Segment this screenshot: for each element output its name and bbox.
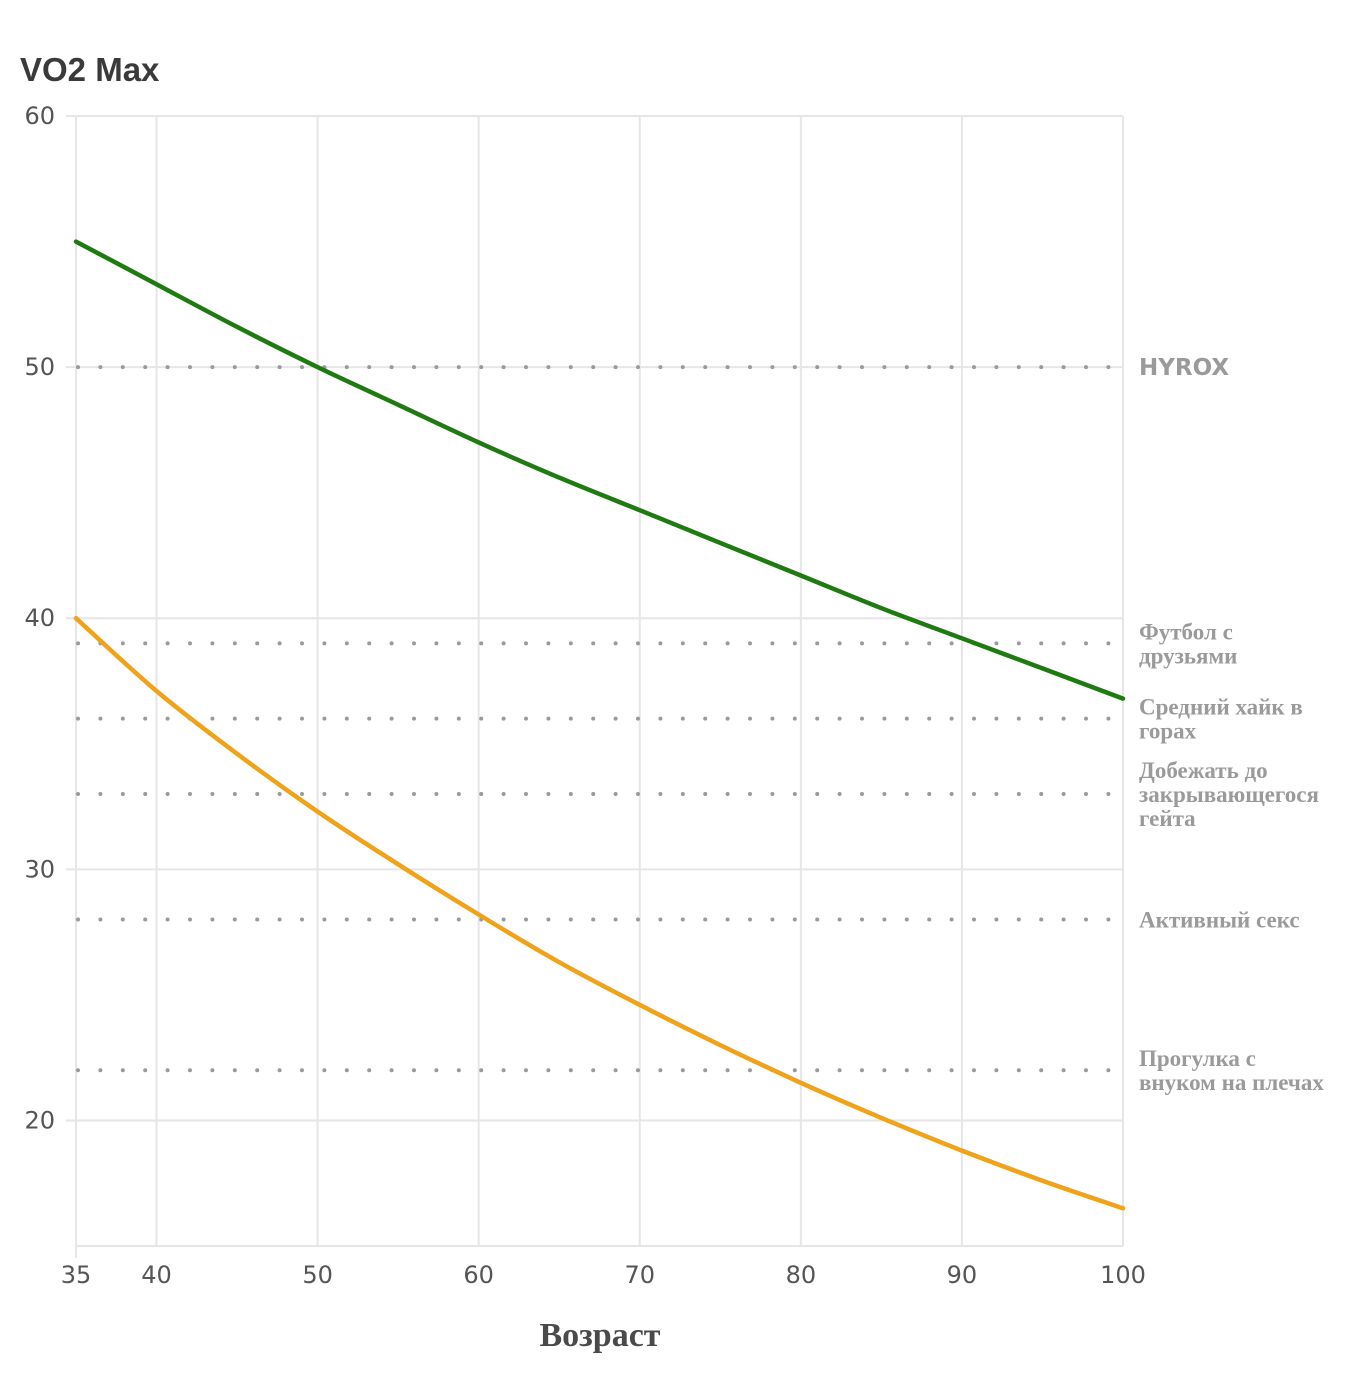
series-line-low [73, 615, 1126, 1211]
reference-label-line: закрывающегося [1139, 782, 1319, 807]
reference-label-line: HYROX [1139, 355, 1229, 381]
x-tick-label: 50 [302, 1261, 333, 1289]
x-tick-label: 35 [61, 1261, 92, 1289]
reference-label-line: Прогулка с [1139, 1046, 1256, 1071]
reference-label-2: Средний хайк в горах [1139, 695, 1303, 744]
series-lines [73, 239, 1126, 1211]
reference-label-line: Активный секс [1139, 908, 1300, 933]
reference-label-line: Футбол с [1139, 619, 1233, 644]
x-axis-label: Возраст [539, 1317, 660, 1354]
grid [66, 115, 1124, 1258]
reference-label-4: Активный секс [1139, 908, 1300, 933]
reference-label-3: Добежать до закрывающегося гейта [1139, 758, 1319, 831]
y-tick-label: 50 [24, 353, 55, 381]
reference-label-line: внуком на плечах [1139, 1070, 1324, 1095]
x-tick-label: 80 [786, 1261, 817, 1289]
reference-label-line: Средний хайк в [1139, 695, 1303, 720]
reference-label-5: Прогулка с внуком на плечах [1139, 1046, 1324, 1095]
reference-label-line: горах [1139, 719, 1197, 744]
x-tick-label: 100 [1100, 1261, 1146, 1289]
reference-lines: HYROX Футбол с друзьями Средний хайк в горах… [76, 355, 1324, 1095]
reference-label-0: HYROX [1139, 355, 1229, 381]
y-axis-ticks: 20 30 40 50 60 [24, 102, 55, 1134]
reference-label-line: Добежать до [1139, 758, 1268, 783]
x-axis-ticks: 35 40 50 60 70 80 90 100 [61, 1261, 1146, 1289]
reference-label-line: гейта [1139, 806, 1196, 831]
reference-label-1: Футбол с друзьями [1139, 619, 1237, 668]
series-line-high [73, 239, 1126, 701]
x-tick-label: 40 [141, 1261, 172, 1289]
y-tick-label: 60 [24, 102, 55, 130]
y-tick-label: 20 [24, 1106, 55, 1134]
reference-label-line: друзьями [1139, 643, 1237, 668]
x-tick-label: 60 [463, 1261, 494, 1289]
x-tick-label: 90 [947, 1261, 978, 1289]
chart-title: VO2 Max [20, 51, 160, 88]
y-tick-label: 40 [24, 604, 55, 632]
y-tick-label: 30 [24, 855, 55, 883]
x-tick-label: 70 [624, 1261, 655, 1289]
